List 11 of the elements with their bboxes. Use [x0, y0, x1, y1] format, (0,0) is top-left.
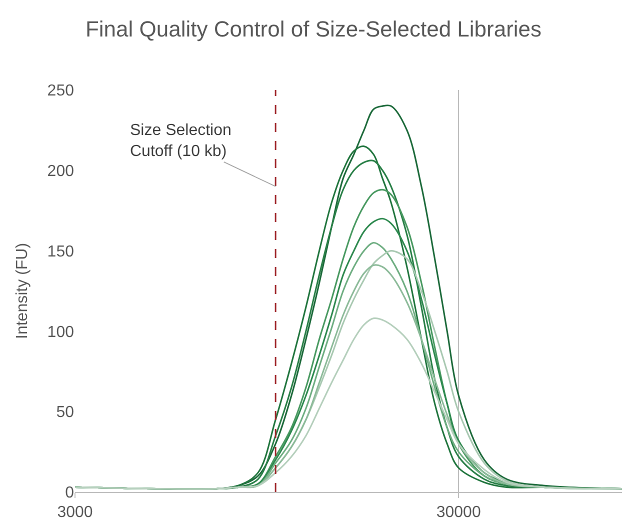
y-tick-label: 0 [65, 484, 74, 502]
y-axis-title: Intensity (FU) [14, 242, 32, 340]
x-tick-label: 3000 [57, 504, 93, 522]
chart-title: Final Quality Control of Size-Selected Libraries [85, 16, 542, 42]
y-tick-label: 200 [47, 163, 74, 180]
y-tick-label: 250 [47, 82, 74, 100]
y-tick-label: 150 [47, 243, 74, 260]
y-tick-label: 50 [56, 404, 74, 422]
x-tick-label: 30000 [436, 504, 481, 522]
y-tick-label: 100 [47, 324, 74, 341]
ref-line-label: Size Selection Cutoff (10 kb) [130, 122, 232, 160]
